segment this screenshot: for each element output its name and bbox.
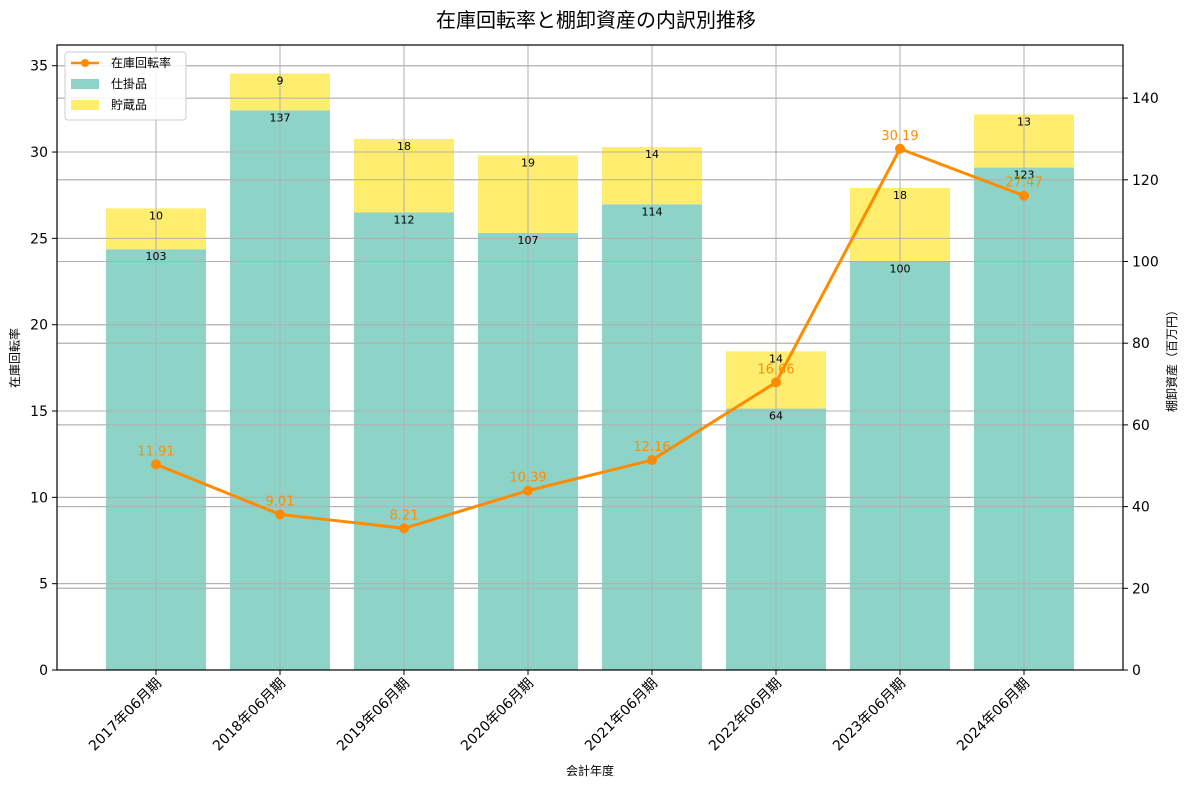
- svg-text:30: 30: [30, 145, 48, 161]
- svg-text:40: 40: [1132, 500, 1150, 516]
- legend-label-supplies: 貯蔵品: [111, 98, 147, 112]
- plot-frame: [56, 44, 1124, 671]
- bar-label-supplies: 18: [397, 140, 411, 153]
- line-value-label: 27.47: [1005, 176, 1042, 191]
- line-value-label: 8.21: [390, 508, 419, 523]
- x-tick-label: 2019年06月期: [334, 676, 413, 755]
- line-value-label: 12.16: [633, 440, 670, 455]
- line-marker: [275, 509, 285, 520]
- svg-text:5: 5: [39, 577, 48, 593]
- legend-marker-icon: [81, 59, 89, 67]
- left-y-axis-ticks: 0 5 10 15 20 25 30 35: [30, 59, 57, 679]
- line-marker: [771, 377, 781, 388]
- right-y-axis-ticks: 0 20 40 60 80 100 120 140: [1123, 91, 1159, 679]
- bar-label-wip: 112: [394, 213, 415, 226]
- x-tick-label: 2018年06月期: [210, 676, 289, 755]
- svg-text:20: 20: [1132, 581, 1150, 597]
- bar-label-supplies: 13: [1017, 115, 1031, 128]
- bar-label-wip: 107: [518, 234, 539, 247]
- left-y-axis-label: 在庫回転率: [7, 328, 22, 388]
- bar-label-supplies: 14: [769, 352, 783, 365]
- bar-label-wip: 137: [270, 111, 291, 124]
- line-value-label: 10.39: [509, 471, 546, 486]
- svg-text:100: 100: [1132, 255, 1159, 271]
- line-value-label: 16.66: [757, 362, 794, 377]
- turnover-line: 11.91 9.01 8.21 10.39 12.16 16.66 30.19 27.47: [137, 129, 1043, 534]
- line-marker: [151, 459, 161, 470]
- line-marker: [1019, 190, 1029, 201]
- svg-text:35: 35: [30, 59, 48, 75]
- x-axis-label: 会計年度: [566, 763, 614, 778]
- legend-swatch-supplies: [71, 100, 99, 110]
- svg-text:0: 0: [1132, 663, 1141, 679]
- legend-swatch-wip: [71, 79, 99, 89]
- svg-text:120: 120: [1132, 173, 1159, 189]
- svg-text:10: 10: [30, 490, 48, 506]
- legend-label-wip: 仕掛品: [111, 76, 147, 91]
- x-tick-label: 2024年06月期: [954, 676, 1033, 755]
- svg-text:0: 0: [39, 663, 48, 679]
- stacked-bars: 103 10 137 9 112 18 107 19 114 14 64 14 100 18 123 13: [57, 45, 1123, 671]
- x-tick-label: 2022年06月期: [706, 676, 785, 755]
- line-value-label: 11.91: [137, 444, 174, 459]
- bar-label-supplies: 18: [893, 189, 907, 202]
- x-tick-label: 2021年06月期: [582, 676, 661, 755]
- bar-label-wip: 100: [890, 263, 911, 276]
- svg-text:20: 20: [30, 318, 48, 334]
- svg-text:140: 140: [1132, 91, 1159, 107]
- bar-label-wip: 114: [642, 205, 663, 218]
- bar-label-wip: 103: [146, 250, 167, 263]
- svg-text:15: 15: [30, 404, 48, 420]
- legend-label-turnover: 在庫回転率: [111, 55, 171, 70]
- bar-label-supplies: 14: [645, 148, 659, 161]
- x-tick-label: 2020年06月期: [458, 676, 537, 755]
- bar-label-supplies: 19: [521, 156, 535, 169]
- svg-text:25: 25: [30, 231, 48, 247]
- bar-label-supplies: 10: [149, 209, 163, 222]
- line-marker: [895, 143, 905, 154]
- svg-text:60: 60: [1132, 418, 1150, 434]
- chart-title: 在庫回転率と棚卸資産の内訳別推移: [436, 8, 756, 32]
- right-y-axis-label: 棚卸資産（百万円）: [1164, 304, 1179, 412]
- legend: 在庫回転率 仕掛品 貯蔵品: [64, 51, 187, 121]
- x-tick-label: 2017年06月期: [86, 676, 165, 755]
- line-value-label: 9.01: [266, 494, 295, 509]
- bar-label-wip: 123: [1014, 169, 1035, 182]
- line-marker: [647, 455, 657, 466]
- gridlines: [57, 65, 1123, 589]
- bar-label-wip: 64: [769, 410, 783, 423]
- bar-label-supplies: 9: [277, 75, 284, 88]
- line-marker: [523, 485, 533, 496]
- svg-text:80: 80: [1132, 336, 1150, 352]
- x-axis-ticks: 2017年06月期 2018年06月期 2019年06月期 2020年06月期 2021…: [86, 670, 1033, 754]
- x-tick-label: 2023年06月期: [830, 676, 909, 755]
- line-marker: [399, 523, 409, 534]
- line-value-label: 30.19: [881, 129, 918, 144]
